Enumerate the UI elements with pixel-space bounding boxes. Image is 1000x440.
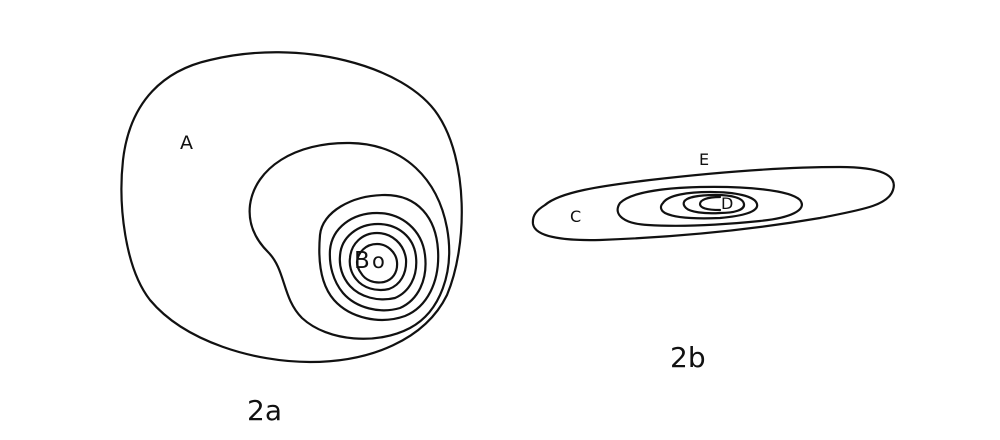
label-b-point: o bbox=[372, 249, 385, 273]
label-a: A bbox=[180, 132, 193, 154]
contour-2a-ring-4 bbox=[328, 211, 427, 312]
contour-2a-ring-2 bbox=[248, 141, 451, 340]
contour-2a-ring-5 bbox=[338, 222, 418, 301]
caption-2a: 2a bbox=[247, 394, 282, 427]
label-b: B bbox=[354, 248, 370, 274]
contour-2a-ring-3 bbox=[318, 193, 440, 322]
contour-2b-ring-2 bbox=[616, 185, 803, 227]
contour-2a-ring-6 bbox=[348, 231, 408, 292]
label-e: E bbox=[699, 150, 709, 169]
contour-2a-ring-7 bbox=[355, 242, 399, 284]
label-d: D bbox=[721, 194, 733, 213]
contour-2a-outer bbox=[120, 51, 463, 364]
contour-2b-ring-4 bbox=[682, 193, 746, 215]
caption-2b: 2b bbox=[670, 341, 706, 374]
diagram-2a: A B o 2a bbox=[120, 51, 463, 427]
contour-2b-inner-hook bbox=[698, 195, 722, 212]
contour-2b-ring-3 bbox=[659, 190, 759, 220]
contour-2b-outer bbox=[531, 165, 895, 242]
label-c: C bbox=[570, 207, 581, 226]
diagram-2b: C D E 2b bbox=[531, 150, 895, 374]
